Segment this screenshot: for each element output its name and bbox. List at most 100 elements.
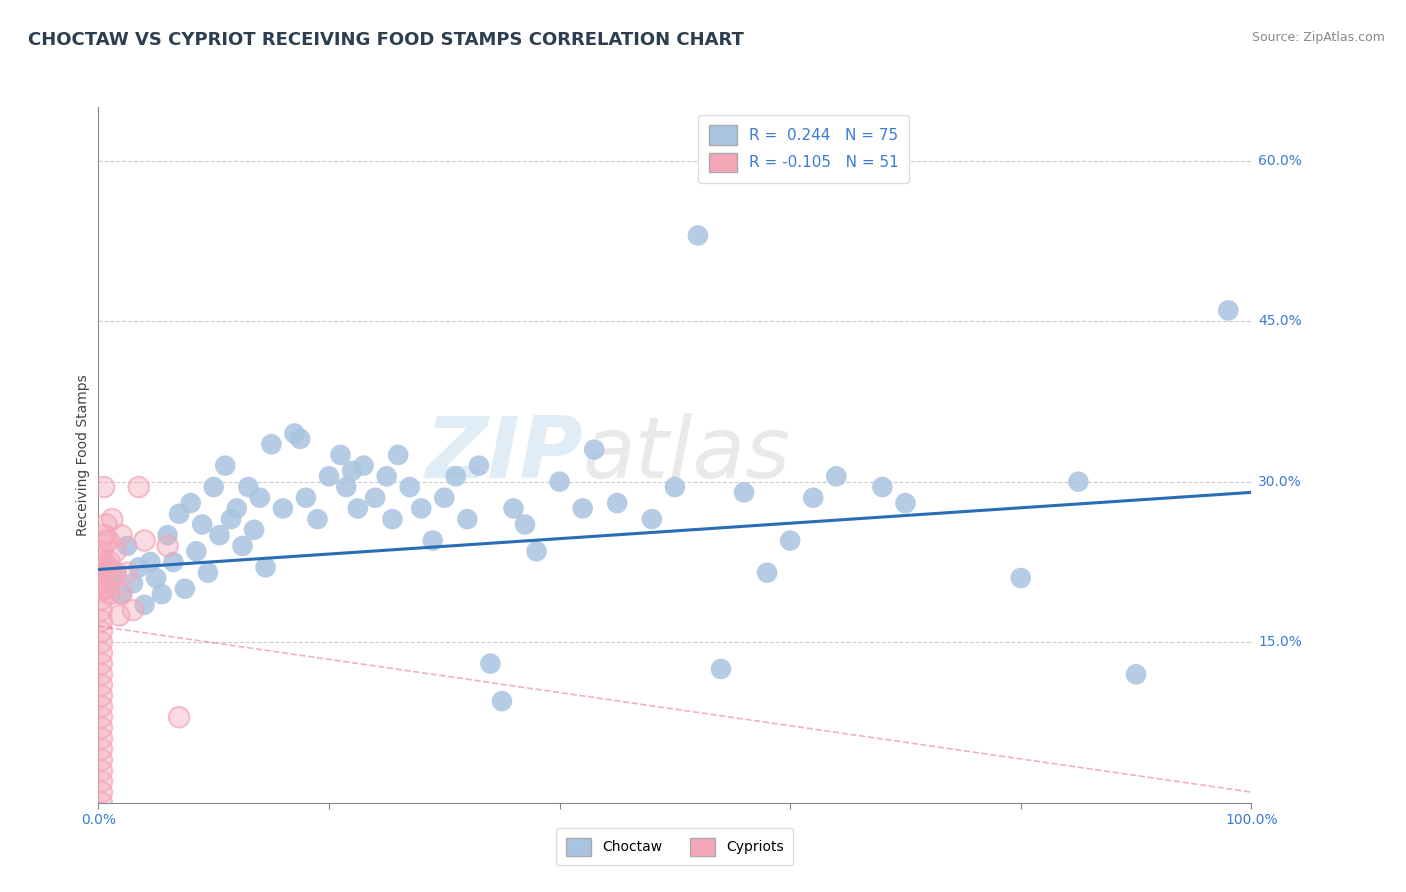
Point xyxy=(375,469,398,483)
Point xyxy=(90,646,112,660)
Point xyxy=(93,528,115,542)
Point xyxy=(364,491,387,505)
Point xyxy=(90,796,112,810)
Point xyxy=(139,555,162,569)
Point xyxy=(174,582,197,596)
Point xyxy=(110,587,132,601)
Point xyxy=(335,480,357,494)
Point xyxy=(90,614,112,628)
Point xyxy=(606,496,628,510)
Point xyxy=(260,437,283,451)
Point xyxy=(271,501,294,516)
Point xyxy=(801,491,824,505)
Point xyxy=(90,699,112,714)
Point xyxy=(548,475,571,489)
Text: atlas: atlas xyxy=(582,413,790,497)
Point xyxy=(104,544,127,558)
Point xyxy=(329,448,352,462)
Point xyxy=(1125,667,1147,681)
Point xyxy=(98,555,121,569)
Point xyxy=(825,469,848,483)
Point xyxy=(340,464,363,478)
Point xyxy=(156,539,179,553)
Point xyxy=(90,689,112,703)
Point xyxy=(90,603,112,617)
Point xyxy=(96,560,118,574)
Point xyxy=(90,742,112,756)
Point xyxy=(90,699,112,714)
Point xyxy=(90,603,112,617)
Point xyxy=(104,566,127,580)
Point xyxy=(90,689,112,703)
Point xyxy=(90,614,112,628)
Point xyxy=(90,753,112,767)
Point xyxy=(90,544,112,558)
Point xyxy=(90,785,112,799)
Point xyxy=(231,539,254,553)
Point xyxy=(90,624,112,639)
Point xyxy=(710,662,733,676)
Point xyxy=(90,731,112,746)
Point xyxy=(90,753,112,767)
Point xyxy=(238,480,260,494)
Point xyxy=(346,501,368,516)
Point xyxy=(219,512,242,526)
Point xyxy=(98,587,121,601)
Point xyxy=(197,566,219,580)
Point xyxy=(117,566,138,580)
Point xyxy=(90,667,112,681)
Point xyxy=(128,560,150,574)
Point xyxy=(93,528,115,542)
Point xyxy=(101,512,124,526)
Point xyxy=(295,491,318,505)
Point xyxy=(254,560,277,574)
Point xyxy=(90,544,112,558)
Point xyxy=(433,491,456,505)
Point xyxy=(96,517,118,532)
Point xyxy=(93,582,115,596)
Point xyxy=(156,528,179,542)
Point xyxy=(502,501,524,516)
Point xyxy=(513,517,536,532)
Point xyxy=(90,774,112,789)
Point xyxy=(93,480,115,494)
Point xyxy=(90,764,112,778)
Point xyxy=(90,710,112,724)
Point xyxy=(97,560,120,574)
Point xyxy=(90,721,112,735)
Point xyxy=(98,555,121,569)
Point xyxy=(387,448,409,462)
Point xyxy=(134,533,156,548)
Point xyxy=(93,582,115,596)
Point xyxy=(162,555,184,569)
Point xyxy=(318,469,340,483)
Point xyxy=(101,571,124,585)
Point xyxy=(90,635,112,649)
Point xyxy=(90,592,112,607)
Point xyxy=(128,480,150,494)
Text: 45.0%: 45.0% xyxy=(1258,314,1302,328)
Point xyxy=(122,603,145,617)
Point xyxy=(526,544,548,558)
Point xyxy=(104,566,127,580)
Point xyxy=(90,785,112,799)
Point xyxy=(202,480,225,494)
Point xyxy=(90,657,112,671)
Point xyxy=(894,496,917,510)
Point xyxy=(97,560,120,574)
Legend: Choctaw, Cypriots: Choctaw, Cypriots xyxy=(557,828,793,865)
Point xyxy=(117,566,138,580)
Point xyxy=(307,512,329,526)
Point xyxy=(90,566,112,580)
Point xyxy=(283,426,305,441)
Point xyxy=(93,480,115,494)
Point xyxy=(353,458,375,473)
Point xyxy=(90,657,112,671)
Point xyxy=(122,576,145,591)
Point xyxy=(167,710,190,724)
Point xyxy=(180,496,202,510)
Point xyxy=(243,523,266,537)
Text: 60.0%: 60.0% xyxy=(1258,153,1302,168)
Point xyxy=(90,742,112,756)
Point xyxy=(117,539,138,553)
